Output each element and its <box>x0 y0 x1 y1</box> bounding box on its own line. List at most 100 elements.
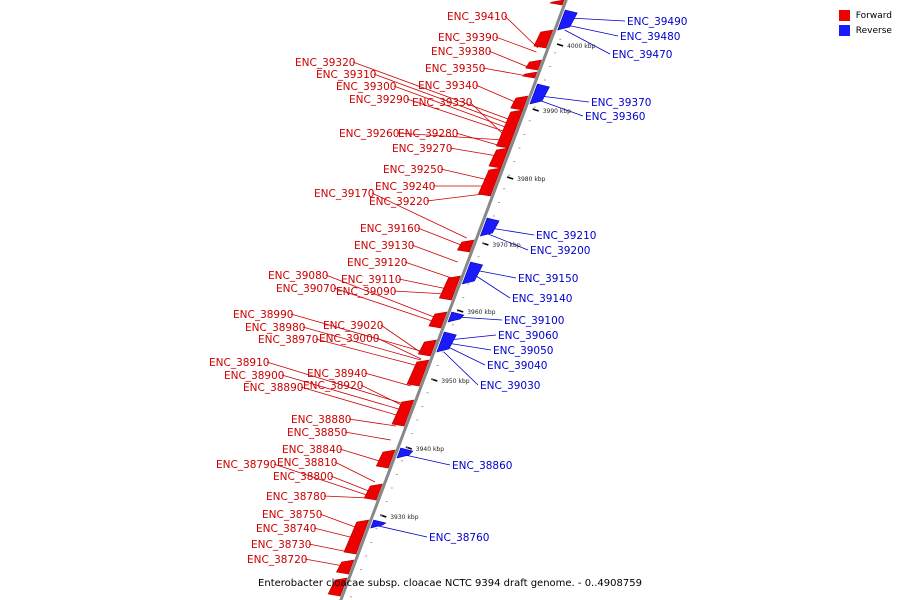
genome-title: Enterobacter cloacae subsp. cloacae NCTC… <box>258 578 642 589</box>
forward-gene-label: ENC_39220 <box>369 196 429 208</box>
reverse-gene-label: ENC_39360 <box>585 111 645 123</box>
reverse-leader-line <box>447 342 492 351</box>
tick-label: 4000 kbp <box>567 43 595 50</box>
forward-leader-line <box>469 101 506 137</box>
tick-label: 3970 kbp <box>492 242 520 249</box>
legend-reverse: Reverse <box>838 23 892 38</box>
tick-label: 3940 kbp <box>416 446 444 453</box>
forward-gene-label: ENC_39270 <box>392 143 452 155</box>
forward-leader-line <box>398 278 448 290</box>
forward-gene-label: ENC_39310 <box>316 69 376 81</box>
reverse-gene-feature <box>370 519 387 529</box>
forward-leader-line <box>348 418 397 427</box>
reverse-gene-label: ENC_39150 <box>518 273 578 285</box>
legend-forward: Forward <box>838 8 892 23</box>
forward-leader-line <box>325 274 437 319</box>
forward-gene-label: ENC_38740 <box>256 523 316 535</box>
forward-leader-line <box>449 147 498 157</box>
reverse-leader-line <box>474 269 517 279</box>
forward-gene-label: ENC_39410 <box>447 11 507 23</box>
reverse-gene-label: ENC_39490 <box>627 16 687 28</box>
forward-gene-label: ENC_38800 <box>273 471 333 483</box>
legend-reverse-label: Reverse <box>855 25 892 36</box>
reverse-leader-line <box>566 24 619 37</box>
reverse-gene-label: ENC_38860 <box>452 460 512 472</box>
forward-leader-line <box>315 338 419 367</box>
reverse-gene-label: ENC_39210 <box>536 230 596 242</box>
gene-labels: ENC_39410 ENC_39390 ENC_39380 ENC_39350 ENC_… <box>209 11 687 566</box>
forward-gene-feature <box>417 339 437 357</box>
forward-leader-line <box>396 132 504 141</box>
forward-leader-line <box>488 50 531 69</box>
forward-gene-feature <box>477 167 502 197</box>
reverse-gene-label: ENC_38760 <box>429 532 489 544</box>
reverse-leader-line <box>405 454 451 466</box>
forward-gene-feature <box>533 29 554 49</box>
forward-gene-label: ENC_38880 <box>291 414 351 426</box>
forward-gene-label: ENC_38920 <box>303 380 363 392</box>
forward-gene-label: ENC_39300 <box>336 81 396 93</box>
reverse-leader-line <box>490 227 535 236</box>
forward-gene-label: ENC_39390 <box>438 32 498 44</box>
reverse-leader-line <box>538 99 584 117</box>
forward-gene-label: ENC_39320 <box>295 57 355 69</box>
forward-gene-label: ENC_38890 <box>243 382 303 394</box>
major-tick <box>556 43 564 47</box>
forward-leader-line <box>266 361 405 405</box>
genome-axis <box>339 0 568 600</box>
forward-gene-feature <box>522 71 538 79</box>
forward-swatch <box>838 10 850 21</box>
reverse-gene-label: ENC_39200 <box>530 245 590 257</box>
forward-gene-label: ENC_38790 <box>216 459 276 471</box>
forward-gene-feature <box>327 577 348 597</box>
forward-gene-label: ENC_39170 <box>314 188 374 200</box>
forward-gene-label: ENC_38810 <box>277 457 337 469</box>
forward-gene-label: ENC_39020 <box>323 320 383 332</box>
tick-label: 3930 kbp <box>390 514 418 521</box>
forward-gene-feature <box>336 559 355 575</box>
forward-gene-label: ENC_38840 <box>282 444 342 456</box>
forward-leader-line <box>495 36 537 53</box>
reverse-gene-label: ENC_39060 <box>498 330 558 342</box>
reverse-gene-label: ENC_39140 <box>512 293 572 305</box>
forward-leader-line <box>404 261 452 279</box>
forward-gene-label: ENC_38900 <box>224 370 284 382</box>
forward-leader-line <box>333 287 436 323</box>
forward-leader-line <box>393 290 446 295</box>
forward-gene-label: ENC_39330 <box>412 97 472 109</box>
forward-leader-line <box>482 67 528 77</box>
reverse-gene-feature <box>436 331 457 353</box>
forward-leader-line <box>360 384 404 407</box>
reverse-gene-label: ENC_39370 <box>591 97 651 109</box>
reverse-gene-feature <box>479 217 500 237</box>
tick-label: 3990 kbp <box>543 108 571 115</box>
reverse-leader-line <box>445 345 486 366</box>
forward-leader-line <box>376 337 422 360</box>
forward-gene-label: ENC_38780 <box>266 491 326 503</box>
forward-leader-line <box>344 431 391 441</box>
forward-leader-line <box>364 372 412 387</box>
forward-gene-label: ENC_38990 <box>233 309 293 321</box>
forward-gene-feature <box>428 311 448 329</box>
forward-gene-feature <box>488 147 509 169</box>
reverse-gene-feature <box>529 83 550 105</box>
forward-gene-label: ENC_39160 <box>360 223 420 235</box>
reverse-gene-label: ENC_39470 <box>612 49 672 61</box>
forward-leader-line <box>290 313 424 353</box>
forward-gene-label: ENC_39080 <box>268 270 328 282</box>
forward-leader-line <box>339 448 383 463</box>
major-tick <box>532 108 539 112</box>
gene-features <box>327 0 578 597</box>
reverse-gene-label: ENC_39040 <box>487 360 547 372</box>
forward-gene-feature <box>375 449 396 469</box>
forward-gene-label: ENC_38720 <box>247 554 307 566</box>
forward-leader-line <box>475 84 518 104</box>
reverse-leader-line <box>472 273 511 299</box>
forward-gene-feature <box>549 0 565 6</box>
tick-label: 3960 kbp <box>467 309 495 316</box>
forward-gene-feature <box>363 483 383 501</box>
major-tick <box>456 309 464 313</box>
reverse-leader-line <box>569 17 626 22</box>
forward-leader-line <box>440 168 489 181</box>
